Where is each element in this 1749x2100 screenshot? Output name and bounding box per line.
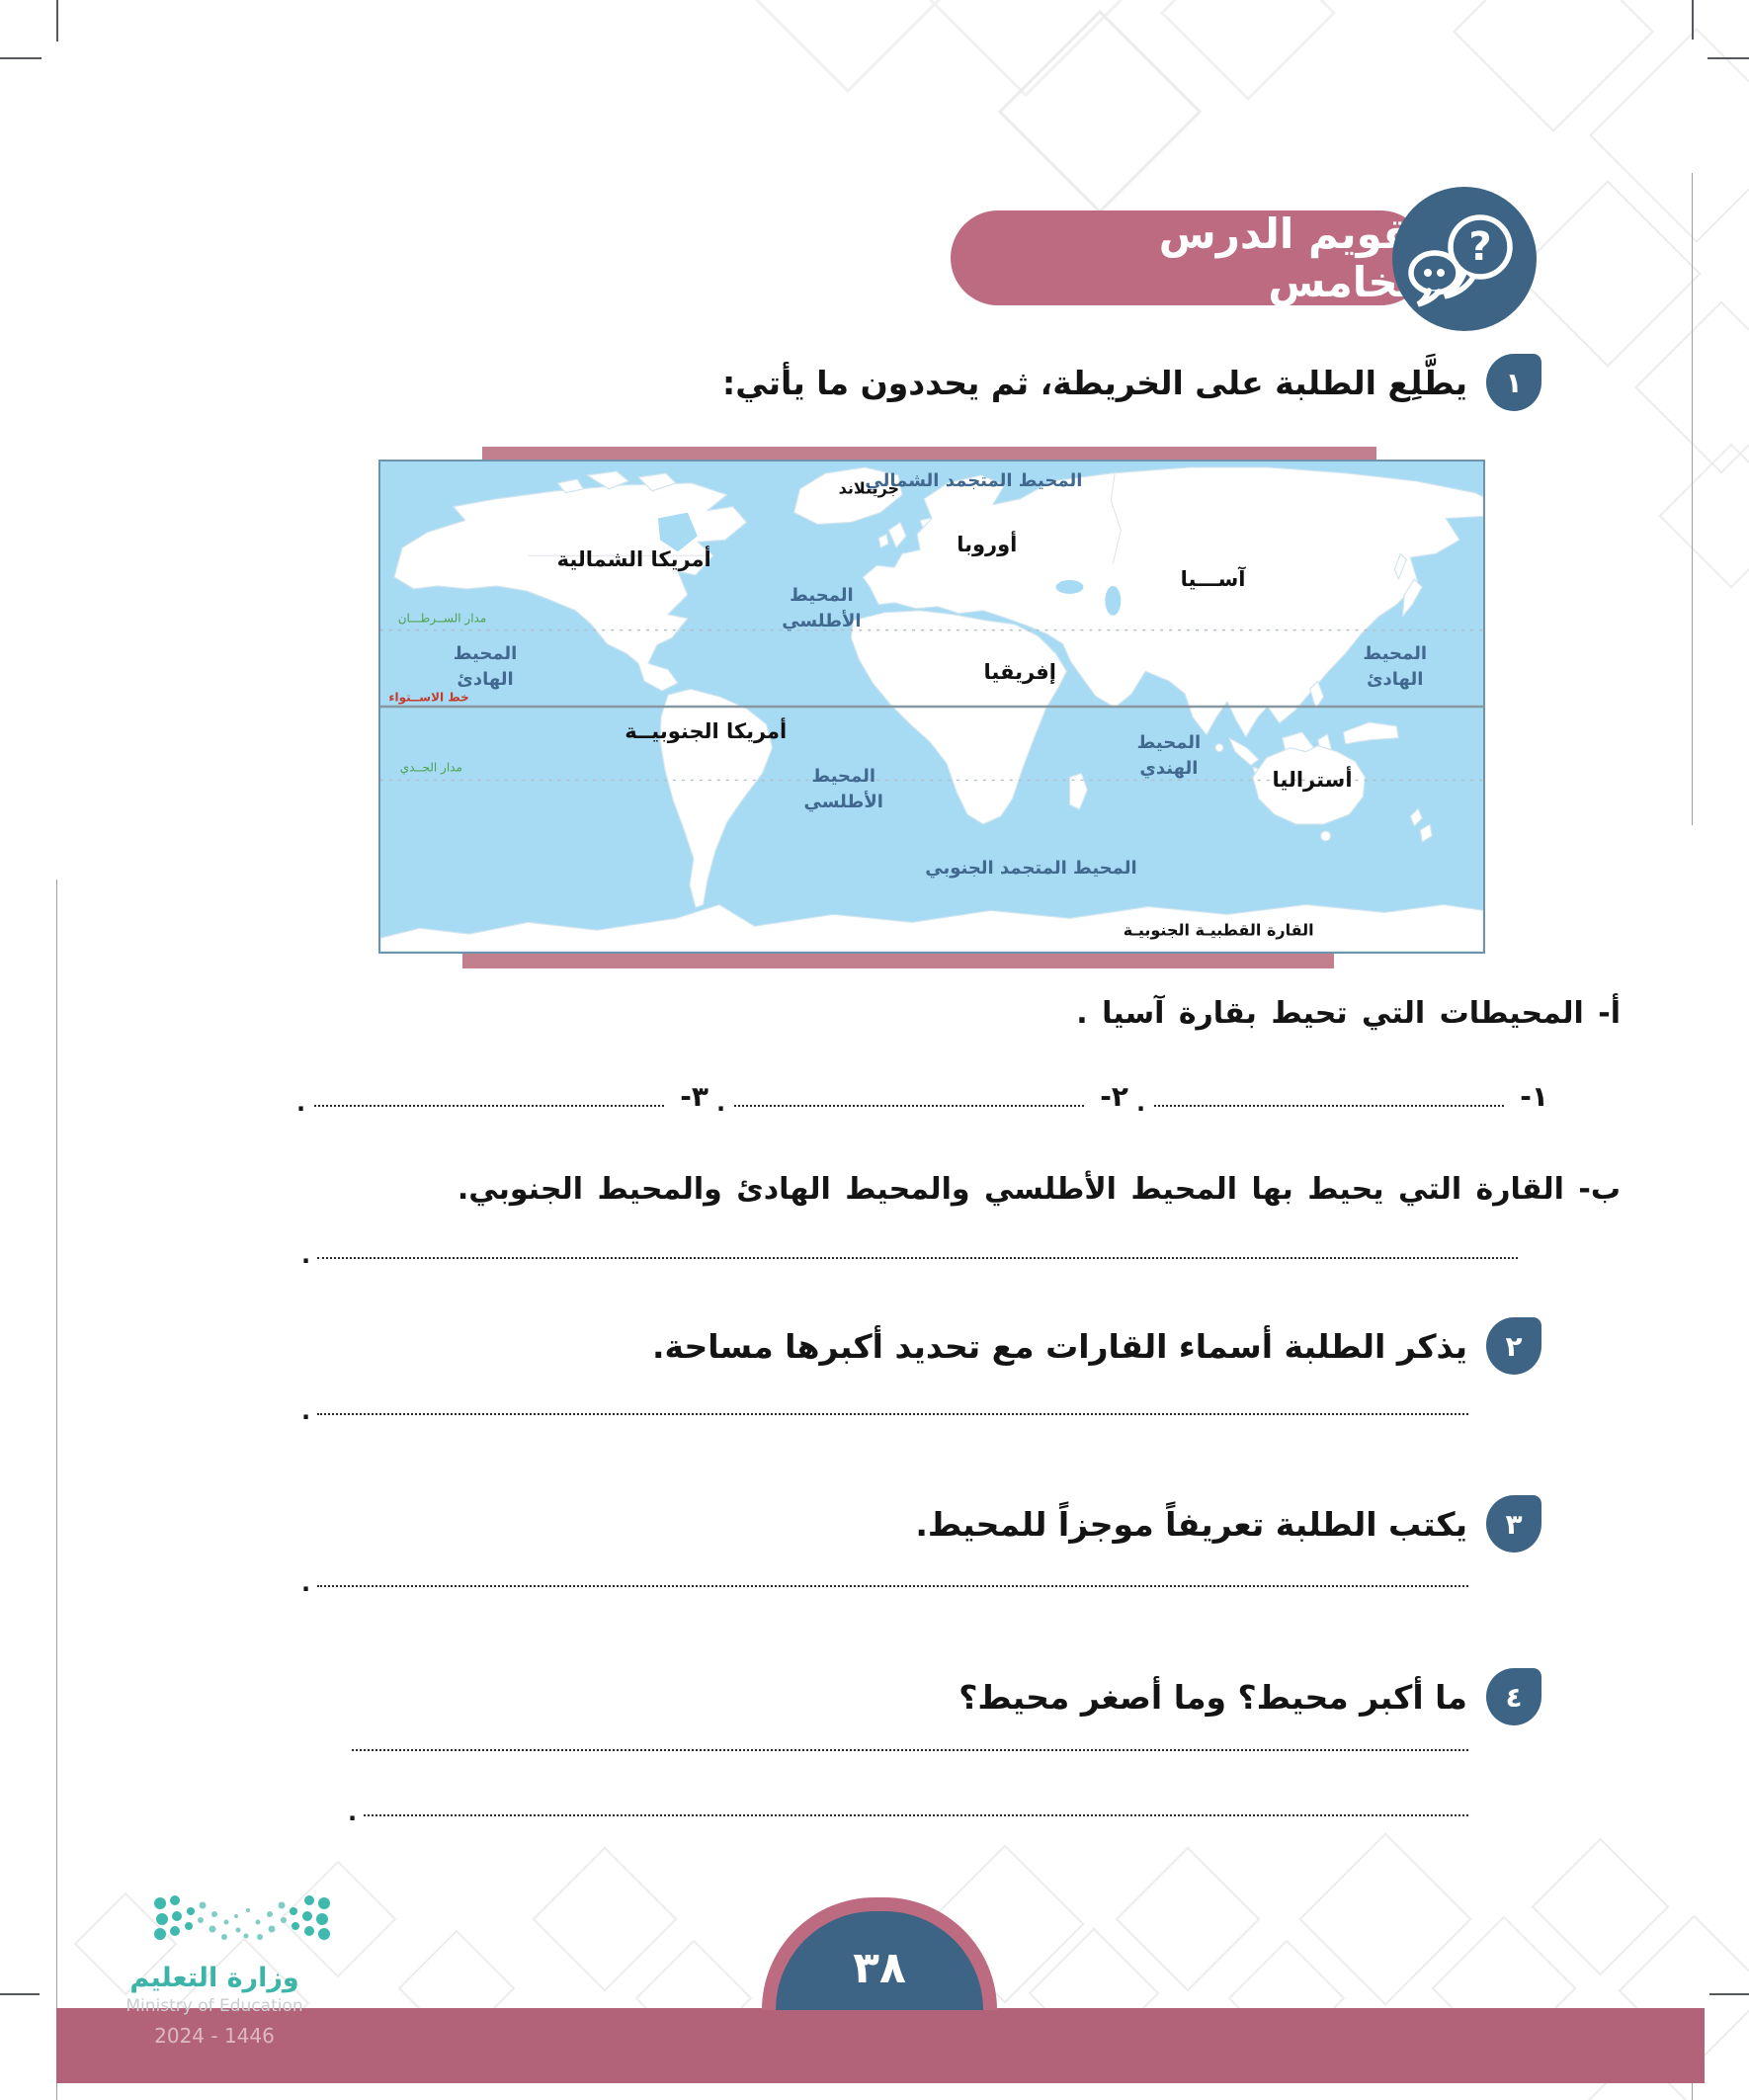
svg-text:?: ? <box>1468 224 1491 270</box>
answer-blank-2: . <box>716 1079 1092 1117</box>
trim-line <box>1692 173 1693 825</box>
map-top-bar <box>482 447 1376 461</box>
map-label-arctic-ocean: المحيط المتجمد الشمالي <box>865 469 1083 491</box>
map-label-atlantic-north: المحيط الأطلسي <box>782 584 862 631</box>
diamond-decor <box>1531 1837 1670 1976</box>
map-label-indian-ocean: المحيط الهندي <box>1136 731 1202 779</box>
map-label-europe: أوروبا <box>957 533 1018 557</box>
answer-blank-1: . <box>1136 1079 1512 1117</box>
map-label-south-america: أمريكا الجنوبيــة <box>625 718 788 743</box>
line-period: . <box>301 1241 311 1269</box>
question-1-badge: ١ <box>1486 354 1541 411</box>
question-3-badge: ٣ <box>1486 1495 1541 1553</box>
map-label-greenland: جرينلاند <box>838 478 900 498</box>
blank-period: . <box>296 1089 306 1117</box>
question-1-number: ١ <box>1505 366 1523 399</box>
crop-mark <box>0 1993 40 1995</box>
edition-year: 2024 - 1446 <box>154 2024 275 2048</box>
sub-question-a-label: أ- المحيطات التي تحيط بقارة آسيا . <box>1076 996 1621 1031</box>
map-bottom-bar <box>462 952 1334 968</box>
blank-2-label: ٢- <box>1100 1080 1128 1113</box>
banner-title: تقويم الدرس الخامس <box>1158 210 1428 306</box>
crop-mark <box>56 0 58 42</box>
answer-blank-3: . <box>296 1079 672 1117</box>
map-label-north-america: أمريكا الشمالية <box>556 546 711 571</box>
dotted-line <box>1154 1105 1505 1107</box>
trim-line <box>56 880 57 2100</box>
question-1-text: يطَّلِع الطلبة على الخريطة، ثم يحددون ما… <box>722 364 1467 402</box>
map-label-antarctica: القارة القطبيـة الجنوبيـة <box>1123 920 1314 940</box>
question-3-number: ٣ <box>1505 1507 1523 1541</box>
answer-line-q3: . <box>301 1559 1472 1597</box>
blank-1-label: ١- <box>1520 1080 1548 1113</box>
dotted-line <box>364 1814 1468 1816</box>
ministry-of-education-logo-icon <box>148 1890 336 1955</box>
sub-question-a-blanks: ١- . ٢- . ٣- . <box>296 1075 1556 1117</box>
question-2-text: يذكر الطلبة أسماء القارات مع تحديد أكبره… <box>651 1327 1467 1366</box>
map-label-equator: خط الاســتواء <box>388 690 469 705</box>
dotted-line <box>734 1105 1085 1107</box>
question-4-text: ما أكبر محيط؟ وما أصغر محيط؟ <box>958 1678 1467 1717</box>
map-label-tropic-cancer: مدار الســرطـــان <box>397 611 487 626</box>
question-4-badge: ٤ <box>1486 1668 1541 1725</box>
map-label-australia: أستراليا <box>1272 768 1353 793</box>
answer-line-q2: . <box>301 1387 1472 1425</box>
dotted-line <box>317 1257 1518 1259</box>
crop-mark <box>1707 57 1749 59</box>
world-map: المحيط المتجمد الشمالي جرينلاند أمريكا ا… <box>378 460 1485 954</box>
line-period: . <box>301 1569 311 1597</box>
blank-period: . <box>716 1089 726 1117</box>
diamond-decor <box>1658 443 1749 589</box>
question-discussion-icon: ? <box>1391 186 1538 332</box>
map-label-asia: آســـيا <box>1180 566 1246 591</box>
question-4-number: ٤ <box>1505 1680 1523 1714</box>
map-label-atlantic-south: المحيط الأطلسي <box>803 766 883 813</box>
dotted-line <box>314 1105 665 1107</box>
map-label-pacific-east: المحيط الهادئ <box>1363 643 1428 691</box>
sub-question-b-label: ب- القارة التي يحيط بها المحيط الأطلسي و… <box>457 1172 1621 1207</box>
crop-mark <box>0 57 42 59</box>
blank-period: . <box>1136 1089 1146 1117</box>
dotted-line <box>317 1413 1468 1415</box>
question-2-number: ٢ <box>1505 1329 1523 1363</box>
line-period: . <box>348 1799 358 1826</box>
footer-band <box>56 2008 1705 2083</box>
dotted-line <box>317 1585 1468 1587</box>
page-number: ٣٨ <box>853 1942 906 1993</box>
world-map-graphic <box>380 462 1483 952</box>
map-label-pacific-west: المحيط الهادئ <box>453 643 518 691</box>
answer-line-b: . <box>301 1231 1522 1269</box>
crop-mark <box>1692 0 1694 40</box>
ministry-name-arabic: وزارة التعليم <box>129 1963 299 1993</box>
map-label-southern-ocean: المحيط المتجمد الجنوبي <box>925 857 1137 879</box>
map-label-africa: إفريقيا <box>983 660 1057 685</box>
diamond-decor <box>752 0 944 94</box>
ministry-name-english: Ministry of Education <box>125 1996 303 2016</box>
lesson-evaluation-banner: تقويم الدرس الخامس <box>951 210 1428 306</box>
blank-3-label: ٣- <box>680 1080 708 1113</box>
diamond-decor <box>532 1846 678 1992</box>
answer-line-q4-1 <box>348 1723 1472 1757</box>
question-3-text: يكتب الطلبة تعريفاً موجزاً للمحيط. <box>915 1505 1467 1544</box>
map-label-tropic-capricorn: مدار الجــدي <box>399 760 462 775</box>
line-period: . <box>301 1397 311 1425</box>
dotted-line <box>352 1749 1468 1751</box>
question-2-badge: ٢ <box>1486 1317 1541 1375</box>
crop-mark <box>1709 1993 1749 1995</box>
answer-line-q4-2: . <box>348 1789 1472 1826</box>
diamond-decor <box>1159 0 1337 102</box>
